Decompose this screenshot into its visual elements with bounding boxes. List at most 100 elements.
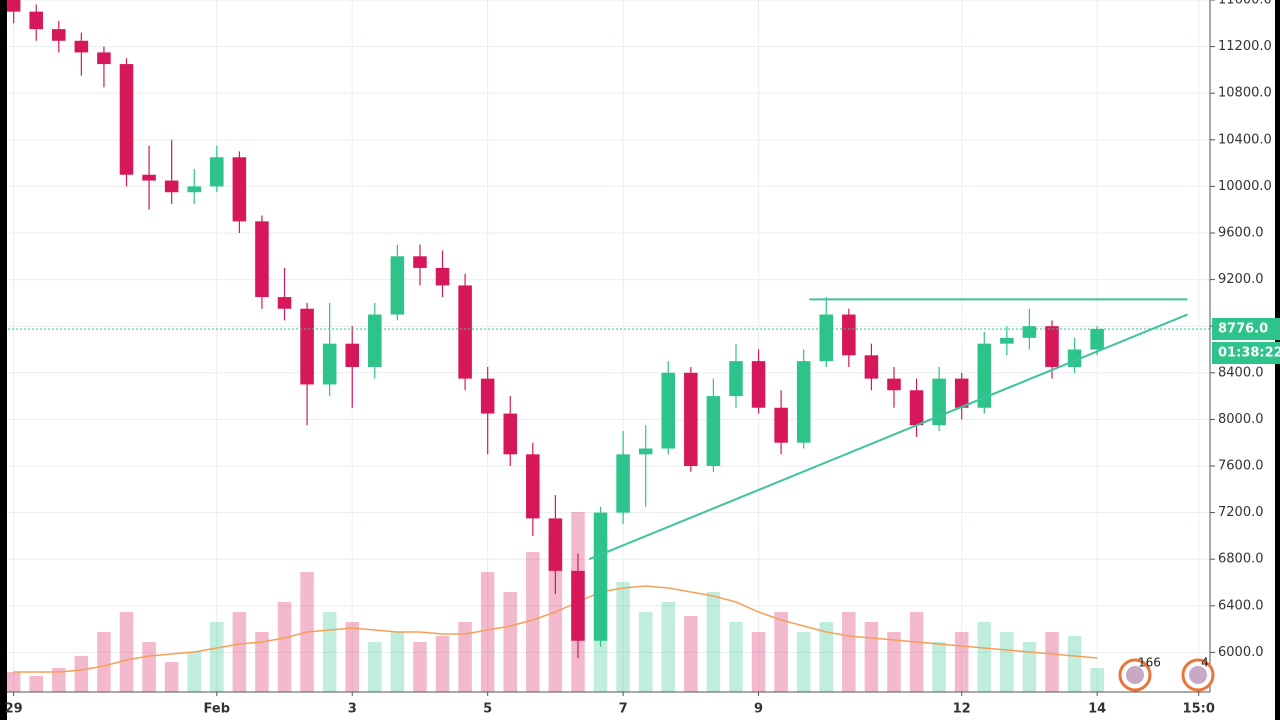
y-tick-label: 6000.0 [1218,645,1264,660]
x-tick-label: 9 [754,702,763,717]
y-tick-label: 6800.0 [1218,552,1264,567]
candle-body [435,267,450,286]
y-tick-label: 10400.0 [1218,132,1272,147]
volume-bar [435,636,450,692]
event-icon-flag [1189,666,1207,684]
candle-body [74,40,89,53]
volume-bar [729,622,743,692]
volume-bar [1090,668,1104,692]
candle-body [503,413,518,455]
price-layer [6,0,1210,659]
volume-bar [322,612,337,692]
candle-body [909,390,924,426]
candle-body [954,378,969,408]
candle-body [887,378,901,391]
volume-bar [819,622,834,692]
volume-bar [74,656,89,692]
volume-bar [796,632,811,692]
candle-body [1090,328,1104,350]
candle-body [774,407,788,443]
y-tick-label: 11200.0 [1218,39,1272,54]
countdown-box [1212,341,1280,364]
candle-body [300,308,314,385]
volume-bar [503,592,518,692]
y-tick-label: 7200.0 [1218,505,1264,520]
volume-bar [706,592,721,692]
y-tick-label: 9600.0 [1218,225,1264,240]
candle-body [119,64,134,175]
candle-body [480,378,495,414]
volume-bar [909,612,924,692]
candle-body [842,314,856,356]
volume-bar [774,612,788,692]
volume-bar [187,652,201,692]
candle-body [164,180,179,193]
candle-body [6,0,21,12]
volume-bar [1067,636,1082,692]
volume-bar [164,662,179,692]
x-tick-label: 14 [1088,702,1106,717]
event-count: 166 [1138,656,1161,670]
volume-bar [210,622,224,692]
volume-ma-line [13,585,1098,673]
volume-bar [842,612,856,692]
x-tick-label: 29 [5,702,23,717]
candle-body [661,372,676,449]
volume-bar [6,672,21,692]
volume-bar [864,622,879,692]
y-tick-label: 9200.0 [1218,272,1264,287]
volume-bar [751,632,766,692]
candle-body [29,11,43,30]
axes: 6000.0 6400.0 6800.0 7200.0 7600.0 8000.0 8400… [5,0,1280,717]
volume-bar [480,572,495,692]
candle-body [232,157,247,222]
candle-body [932,378,946,426]
candle-body [345,343,360,367]
candle-body [390,256,405,315]
x-tick-label: Feb [204,702,230,717]
x-tick-label: 5 [483,702,492,717]
candle-body [255,221,269,298]
candle-body [1022,326,1037,338]
volume-bar [1045,632,1059,692]
candle-body [977,343,992,408]
candle-body [1045,326,1059,367]
volume-bar [97,632,111,692]
candle-body [548,518,563,571]
candle-body [210,157,224,187]
volume-bar [232,612,247,692]
current-price-box [1212,317,1280,340]
x-tick-label: 12 [953,702,971,717]
volume-bar [390,632,405,692]
y-tick-label: 11600.0 [1218,0,1272,8]
chart-background [7,0,1275,720]
volume-bar [954,632,969,692]
event-count: 4 [1201,656,1209,670]
candle-body [458,285,472,379]
volume-bar [548,542,563,692]
event-icon-flag [1126,666,1144,684]
candle-body [97,52,111,65]
candle-body [593,512,608,641]
x-tick-label: 15:0 [1183,702,1215,717]
current-price-label: 8776.0 [1218,321,1268,336]
candle-body [1000,337,1014,344]
y-tick-label: 8000.0 [1218,412,1264,427]
volume-bar [345,622,360,692]
candle-body [616,454,630,513]
volume-bar [277,602,292,692]
volume-layer [6,512,1104,692]
candle-body [571,570,585,641]
volume-bar [932,642,946,692]
grid [8,0,1210,692]
y-tick-label: 6400.0 [1218,598,1264,613]
candle-body [684,372,698,466]
volume-bar [977,622,992,692]
volume-bar [255,632,269,692]
volume-bar [526,552,540,692]
volume-bar [413,642,427,692]
y-tick-label: 7600.0 [1218,458,1264,473]
volume-bar [142,642,156,692]
candle-body [368,314,382,367]
